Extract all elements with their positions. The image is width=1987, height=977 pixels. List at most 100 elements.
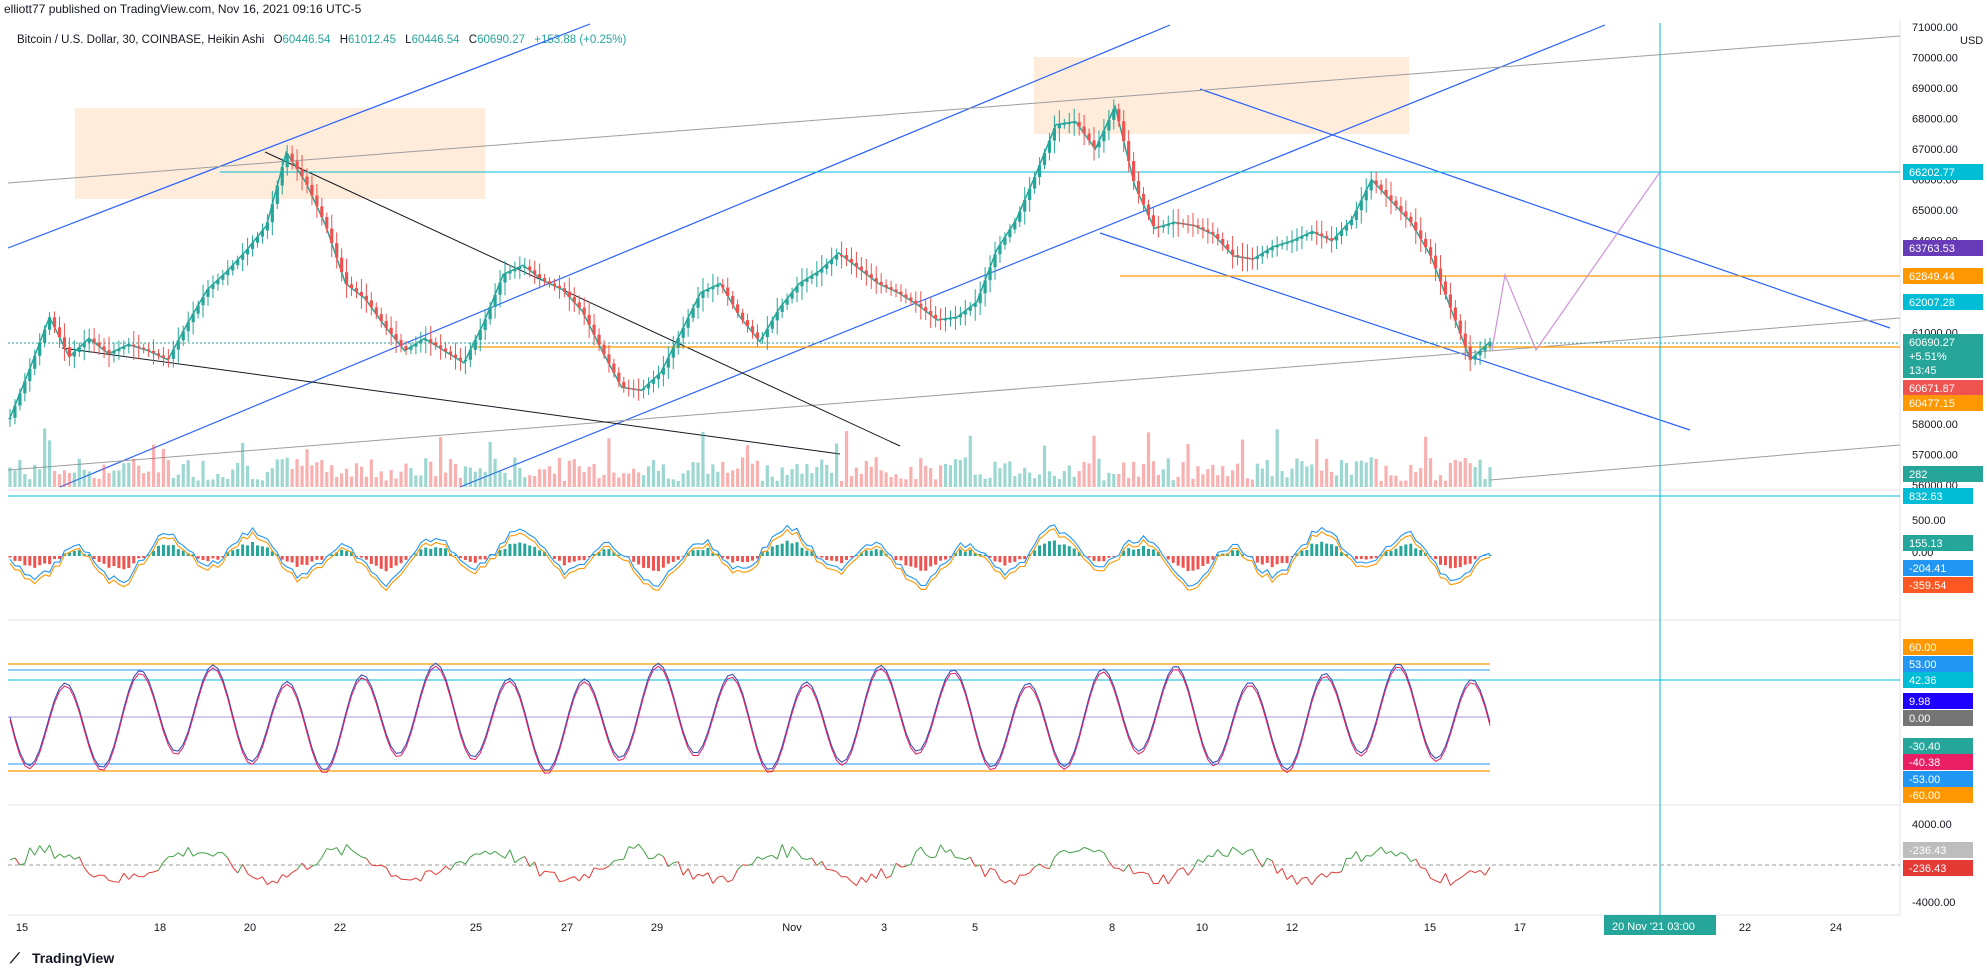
volume-bar <box>825 464 829 487</box>
tradingview-logo[interactable]: ⟋ TradingView <box>10 950 114 967</box>
candle-body <box>849 258 854 263</box>
macd-histogram-bar <box>755 556 759 559</box>
flow-line-segment <box>410 877 417 881</box>
volume-bar <box>359 466 364 487</box>
volume-bar <box>736 468 740 487</box>
candle-body <box>57 327 62 338</box>
candle-body <box>463 359 467 362</box>
candle-body <box>33 355 37 369</box>
volume-bar <box>1339 459 1344 487</box>
volume-bar <box>1201 474 1205 487</box>
volume-bar <box>1067 465 1071 487</box>
flow-line-segment <box>628 846 634 849</box>
volume-bar <box>92 477 96 487</box>
flow-line-segment <box>430 870 437 876</box>
volume-bar <box>518 468 522 487</box>
macd-histogram-bar <box>1330 544 1334 556</box>
macd-histogram-bar <box>345 550 349 556</box>
volume-bar <box>627 473 631 487</box>
flow-line-segment <box>1108 861 1115 869</box>
volume-bar <box>305 449 309 487</box>
macd-histogram-bar <box>379 556 383 569</box>
flow-line-segment <box>821 861 828 870</box>
macd-histogram-bar <box>468 556 472 562</box>
macd-histogram-bar <box>869 550 873 556</box>
macd-histogram-bar <box>290 556 294 563</box>
volume-bar <box>503 472 507 487</box>
flow-line-segment <box>1029 866 1036 874</box>
volume-bar <box>43 428 47 487</box>
time-axis[interactable]: 15 18 20 22 25 27 29 Nov 3 5 8 10 12 15 17 20 Nov '21 0… <box>16 915 1842 935</box>
macd-histogram-bar <box>1389 551 1393 556</box>
flow-line-segment <box>930 856 936 859</box>
volume-bar <box>1379 480 1383 487</box>
volume-bar <box>637 472 641 487</box>
flow-line-segment <box>989 867 996 871</box>
volume-bar <box>443 472 448 487</box>
flow-line-segment <box>187 847 194 857</box>
candle-body <box>107 350 111 354</box>
candle-body <box>1453 307 1457 321</box>
indicator-tag-label: 155.13 <box>1909 538 1943 550</box>
supply-zone-left[interactable] <box>75 108 485 199</box>
candle-body <box>750 326 755 333</box>
trendlines[interactable] <box>7 23 1901 970</box>
flow-line-segment <box>14 857 21 866</box>
flow-line-segment <box>133 873 139 877</box>
volume-bar <box>132 458 136 487</box>
macd-histogram-bar <box>637 556 641 565</box>
candle-body <box>458 357 463 361</box>
macd-histogram-bar <box>72 550 76 556</box>
macd-histogram-bar <box>750 556 754 561</box>
candle-body <box>1181 223 1185 225</box>
macd-histogram-bar <box>815 556 819 557</box>
volume-bar <box>1384 465 1388 487</box>
volume-bar <box>963 457 967 487</box>
candle-body <box>161 355 166 358</box>
candle-body <box>1122 121 1126 142</box>
macd-histogram-bar <box>1255 556 1259 563</box>
flow-line-segment <box>470 853 476 858</box>
volume-bar <box>770 476 774 487</box>
candle-body <box>1062 123 1066 125</box>
candle-body <box>740 312 745 321</box>
flow-line-segment <box>707 872 714 884</box>
candle-body <box>1270 247 1274 251</box>
candle-body <box>755 332 760 339</box>
indicator-tag-label: 42.36 <box>1909 675 1937 687</box>
volume-bar <box>943 463 948 487</box>
candle-body <box>1374 180 1378 185</box>
volume-bar <box>300 465 304 487</box>
volume-bar <box>696 462 700 487</box>
volume-bar <box>1146 432 1151 487</box>
macd-histogram-bar <box>825 556 829 561</box>
indicator-tag-label: -60.00 <box>1909 790 1940 802</box>
macd-histogram-bar <box>23 556 27 566</box>
volume-bar <box>1122 462 1126 487</box>
volume-bar <box>1409 464 1413 487</box>
candle-body <box>825 264 829 269</box>
volume-bar <box>13 470 17 487</box>
price-tag-label: 60671.87 <box>1909 383 1955 395</box>
volume-bar <box>112 470 116 487</box>
candle-body <box>231 265 235 271</box>
candle-body <box>453 354 458 358</box>
candle-body <box>28 368 32 382</box>
candle-body <box>1037 165 1042 178</box>
open-label: O <box>273 34 283 46</box>
volume-bar <box>721 461 725 487</box>
candle-body <box>320 206 324 218</box>
candle-body <box>582 307 586 315</box>
volume-bar <box>424 458 428 487</box>
candle-body <box>1344 225 1349 231</box>
candle-body <box>1216 234 1220 239</box>
volume-bar <box>597 478 601 487</box>
macd-histogram-bar <box>211 556 215 559</box>
volume-bar <box>1132 461 1136 487</box>
flow-line-segment <box>1484 866 1491 876</box>
volume-bar <box>1448 462 1453 487</box>
candle-body <box>1235 255 1240 257</box>
macd-histogram-bar <box>647 556 651 569</box>
supply-zone-right[interactable] <box>1034 57 1409 134</box>
